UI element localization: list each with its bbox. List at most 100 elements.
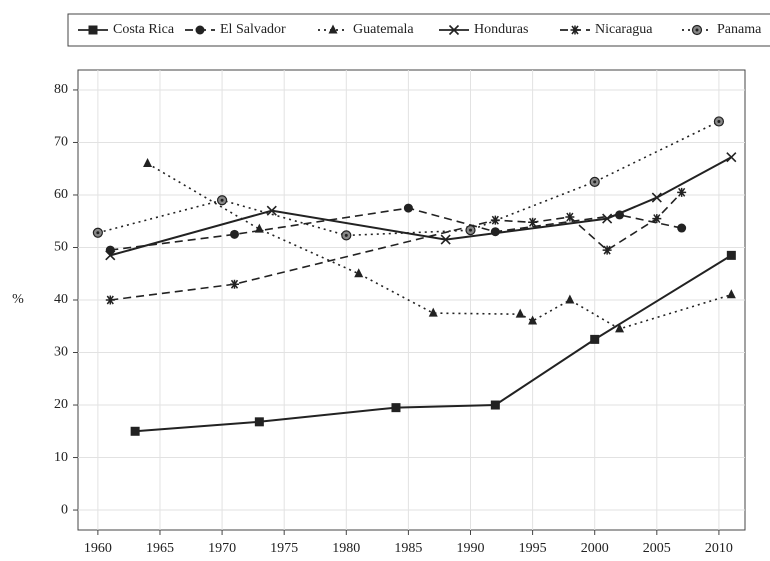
marker-part <box>602 245 612 255</box>
marker-part <box>615 323 625 333</box>
marker-part <box>695 28 699 32</box>
marker-part <box>570 25 580 35</box>
marker <box>195 25 205 35</box>
marker <box>428 307 438 317</box>
marker-part <box>428 307 438 317</box>
marker-part <box>105 295 115 305</box>
marker-part <box>652 214 662 224</box>
marker-part <box>354 268 364 278</box>
marker <box>589 176 600 187</box>
x-tick-label: 1980 <box>332 541 360 556</box>
marker <box>515 308 525 318</box>
marker-part <box>105 250 116 261</box>
marker-part <box>651 192 662 203</box>
marker <box>230 279 240 289</box>
marker <box>254 223 264 233</box>
series-line <box>110 191 683 301</box>
marker-part <box>96 231 100 235</box>
marker <box>615 323 625 333</box>
y-tick-label: 10 <box>54 450 68 465</box>
marker <box>565 294 575 304</box>
marker-part <box>726 250 736 260</box>
y-tick-label: 40 <box>54 292 68 307</box>
marker-part <box>254 223 264 233</box>
y-tick-label: 50 <box>54 240 68 255</box>
marker <box>528 315 538 325</box>
series-line <box>97 120 720 237</box>
legend-label: Panama <box>717 22 762 37</box>
marker <box>677 187 687 197</box>
x-tick-label: 1995 <box>519 541 547 556</box>
marker-part <box>590 334 600 344</box>
marker <box>88 25 98 35</box>
series-line <box>147 162 732 330</box>
marker <box>143 157 153 167</box>
legend-label: Costa Rica <box>113 22 175 37</box>
marker <box>130 426 140 436</box>
marker-part <box>528 217 538 227</box>
legend-label: Nicaragua <box>595 22 653 37</box>
marker <box>726 250 736 260</box>
marker <box>354 268 364 278</box>
y-tick-label: 0 <box>61 502 68 517</box>
marker <box>465 225 476 236</box>
marker <box>341 230 352 241</box>
y-tick-label: 60 <box>54 187 68 202</box>
marker <box>652 214 662 224</box>
marker <box>266 205 277 216</box>
marker <box>440 234 451 245</box>
marker-part <box>677 187 687 197</box>
marker <box>570 25 580 35</box>
marker <box>590 334 600 344</box>
marker-part <box>565 294 575 304</box>
marker-part <box>403 203 413 213</box>
marker-part <box>490 400 500 410</box>
marker <box>105 295 115 305</box>
x-tick-label: 2010 <box>705 541 733 556</box>
marker <box>726 289 736 299</box>
marker-part <box>677 223 687 233</box>
marker <box>403 203 413 213</box>
x-tick-label: 1965 <box>146 541 174 556</box>
marker-part <box>468 228 472 232</box>
legend-box <box>67 13 770 47</box>
x-tick-label: 1975 <box>270 541 298 556</box>
marker <box>92 227 103 238</box>
marker <box>651 192 662 203</box>
marker <box>565 212 575 222</box>
marker <box>105 250 116 261</box>
marker-part <box>593 180 597 184</box>
series-line <box>135 254 732 433</box>
marker-part <box>220 198 224 202</box>
marker-part <box>391 403 401 413</box>
marker <box>726 152 737 163</box>
y-tick-label: 20 <box>54 397 68 412</box>
marker-part <box>230 279 240 289</box>
marker-part <box>88 25 98 35</box>
marker-part <box>344 233 348 237</box>
marker <box>391 403 401 413</box>
marker <box>448 24 460 36</box>
x-tick-label: 2000 <box>581 541 609 556</box>
y-tick-label: 70 <box>54 135 68 150</box>
grid <box>78 70 745 530</box>
marker-part <box>602 213 613 224</box>
marker <box>230 229 240 239</box>
marker-part <box>440 234 451 245</box>
marker <box>490 400 500 410</box>
x-tick-label: 1970 <box>208 541 236 556</box>
marker-part <box>254 417 264 427</box>
series-line <box>110 156 732 257</box>
x-tick-label: 1990 <box>456 541 484 556</box>
marker <box>602 213 613 224</box>
marker-part <box>448 24 460 36</box>
marker-part <box>130 426 140 436</box>
y-tick-label: 30 <box>54 345 68 360</box>
legend-label: Honduras <box>474 22 528 37</box>
marker <box>677 223 687 233</box>
marker-part <box>565 212 575 222</box>
marker <box>328 24 338 34</box>
y-tick-label: 80 <box>54 82 68 97</box>
legend-label: Guatemala <box>353 22 414 37</box>
